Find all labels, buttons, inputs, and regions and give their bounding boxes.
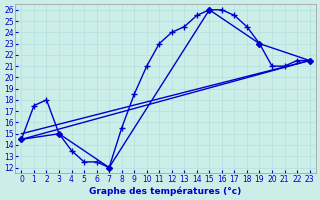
X-axis label: Graphe des températures (°c): Graphe des températures (°c) [89,186,242,196]
